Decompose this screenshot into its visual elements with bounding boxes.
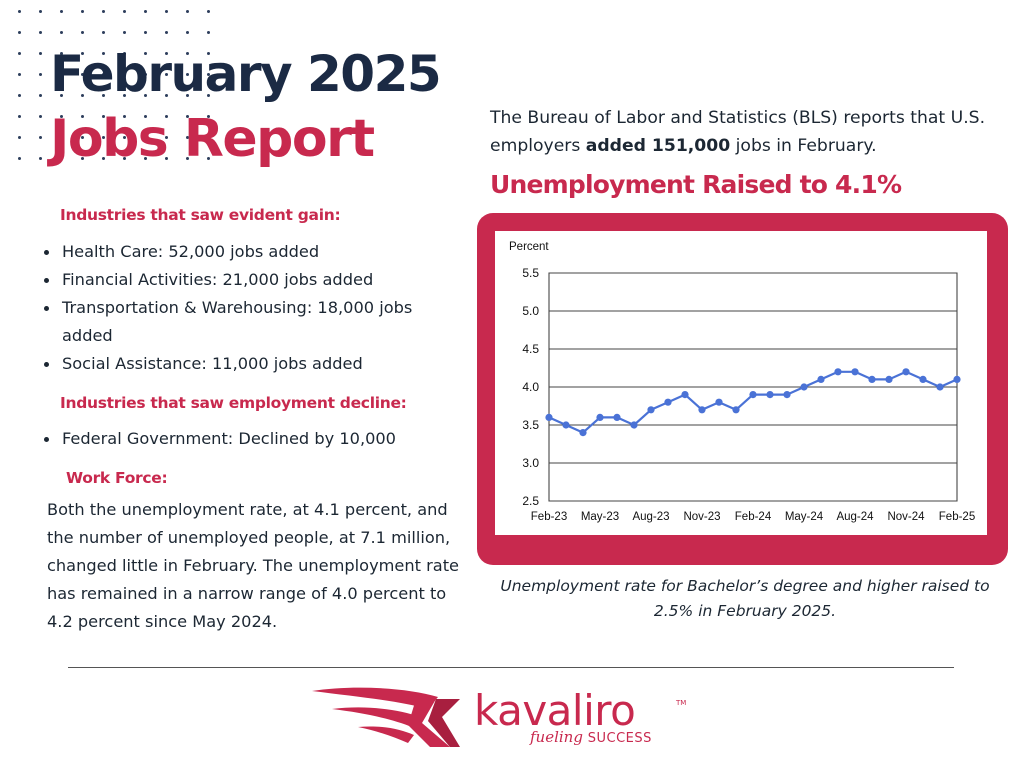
data-point [681, 391, 689, 399]
list-item: Financial Activities: 21,000 jobs added [38, 266, 468, 294]
gains-list: Health Care: 52,000 jobs added Financial… [38, 238, 468, 378]
data-point [596, 413, 604, 421]
x-tick-label: Feb-24 [735, 511, 772, 523]
data-point [902, 368, 910, 376]
unemployment-chart: 5.5 5.0 4.5 4.0 3.5 3.0 2.5 Percent Feb-23 May-23… [495, 231, 987, 535]
x-tick-label: Aug-23 [632, 511, 669, 523]
page-title-line-1: February 2025 [50, 45, 442, 103]
data-point [715, 398, 723, 406]
data-point [749, 391, 757, 399]
intro-text-bold: added 151,000 [585, 136, 731, 156]
kavaliro-logo-icon [312, 687, 460, 747]
y-tick-label: 4.5 [522, 342, 539, 356]
data-point [953, 375, 961, 383]
list-item: Health Care: 52,000 jobs added [38, 238, 468, 266]
data-point [630, 421, 638, 429]
declines-list: Federal Government: Declined by 10,000 [38, 425, 468, 453]
data-point [817, 375, 825, 383]
list-item: Transportation & Warehousing: 18,000 job… [38, 294, 468, 350]
data-point [936, 383, 944, 391]
data-point [698, 406, 706, 414]
gains-heading: Industries that saw evident gain: [60, 206, 341, 224]
data-point [664, 398, 672, 406]
data-point [885, 375, 893, 383]
list-item: Federal Government: Declined by 10,000 [38, 425, 468, 453]
x-tick-label: Aug-24 [836, 511, 874, 523]
y-tick-label: 4.0 [522, 380, 539, 394]
tagline-script: fueling [530, 728, 583, 746]
data-point [800, 383, 808, 391]
brand-tagline: fueling SUCCESS [530, 728, 652, 746]
data-point [732, 406, 740, 414]
y-tick-label: 2.5 [522, 494, 539, 508]
declines-heading: Industries that saw employment decline: [60, 394, 407, 412]
data-point [919, 375, 927, 383]
x-tick-label: Nov-24 [887, 511, 925, 523]
footer-divider [68, 667, 954, 668]
data-point [613, 413, 621, 421]
x-tick-label: May-24 [785, 511, 824, 523]
data-point [647, 406, 655, 414]
data-point [545, 413, 553, 421]
data-point [783, 391, 791, 399]
y-tick-label: 3.0 [522, 456, 539, 470]
x-tick-label: Feb-25 [939, 511, 975, 523]
unemployment-headline: Unemployment Raised to 4.1% [490, 170, 902, 199]
x-tick-label: Feb-23 [531, 511, 567, 523]
series-line [548, 370, 958, 434]
data-point [834, 368, 842, 376]
trademark-mark: TM [676, 699, 687, 707]
data-point [562, 421, 570, 429]
x-tick-label: May-23 [581, 511, 619, 523]
data-point [868, 375, 876, 383]
y-tick-label: 5.5 [522, 266, 539, 280]
page-title-line-2: Jobs Report [50, 109, 375, 169]
data-point [766, 391, 774, 399]
chart-caption: Unemployment rate for Bachelor’s degree … [500, 577, 990, 620]
intro-text-before: The Bureau of Labor and Statistics (BLS)… [490, 108, 986, 156]
workforce-heading: Work Force: [66, 469, 168, 487]
intro-text-after: jobs in February. [730, 136, 877, 156]
data-point [851, 368, 859, 376]
intro-paragraph: The Bureau of Labor and Statistics (BLS)… [490, 104, 1020, 160]
list-item: Social Assistance: 11,000 jobs added [38, 350, 468, 378]
brand-name: kavaliro [474, 686, 636, 735]
unemployment-line-chart: 5.5 5.0 4.5 4.0 3.5 3.0 2.5 Percent Feb-23 May-23… [509, 241, 975, 523]
y-tick-label: 5.0 [522, 304, 539, 318]
y-axis-label: Percent [509, 241, 549, 253]
decorative-dot-grid [18, 10, 218, 170]
workforce-paragraph: Both the unemployment rate, at 4.1 perce… [47, 500, 460, 631]
tagline-caps: SUCCESS [587, 731, 652, 746]
x-tick-label: Nov-23 [683, 511, 720, 523]
data-point [579, 429, 587, 437]
y-tick-label: 3.5 [522, 418, 539, 432]
